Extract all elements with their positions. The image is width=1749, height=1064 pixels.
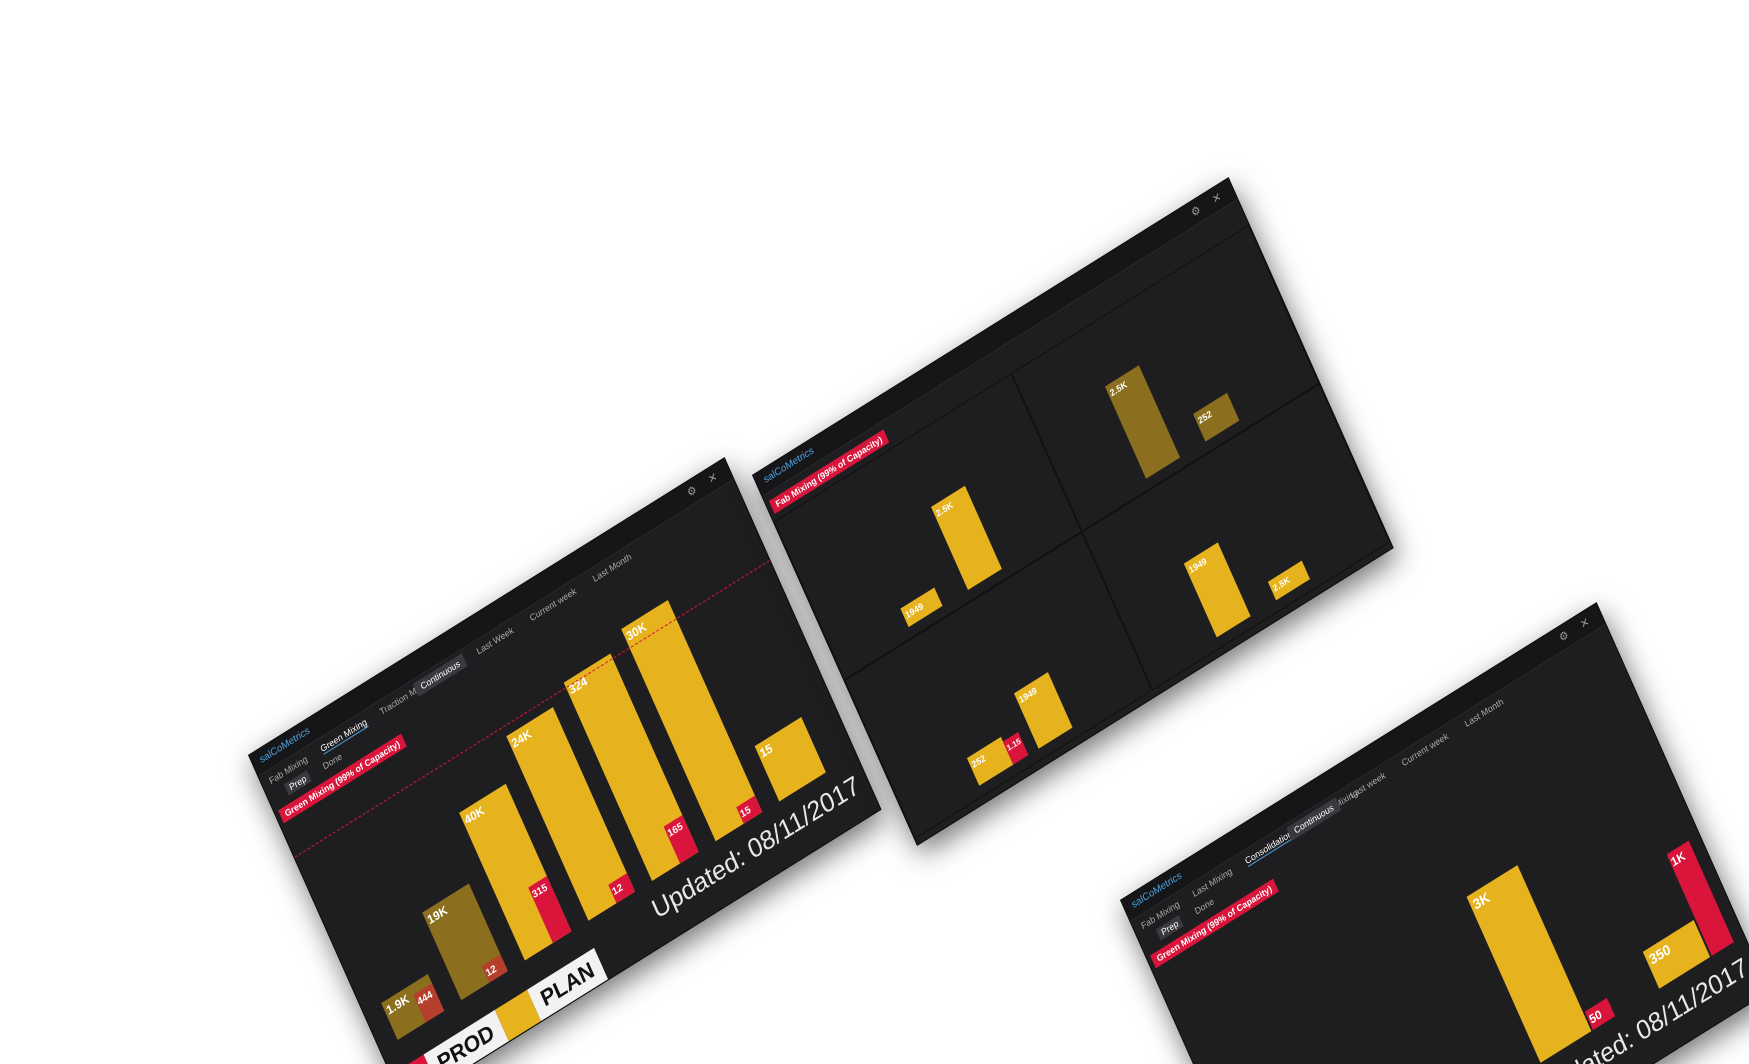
prod-bar-label: 12 [611,882,625,898]
prod-bar [1584,997,1616,1031]
prod-bar [1002,731,1029,765]
window-controls[interactable]: ⚙ ✕ [685,467,725,500]
plan-bar [966,736,1014,786]
plan-bar [754,717,826,802]
plan-bar [1013,672,1073,749]
prod-bar-label: 50 [1587,1007,1604,1027]
window-controls[interactable]: ⚙ ✕ [1557,612,1597,645]
dashboard-window-green-mixing: salCoMetrics ⚙ ✕ Fab Mixing Green Mixing… [248,457,882,1064]
grid-quadrant-1: 1949 2.5K [773,373,1082,681]
plan-bar [506,707,636,921]
grid-quadrant-2: 2.5K 252 [1011,224,1320,532]
dashboard-window-consolidation: salCoMetrics ⚙ ✕ Fab Mixing Last Mixing … [1120,602,1749,1064]
dashboard-window-fab-mixing-grid: salCoMetrics ⚙ ✕ Fab Mixing (99% of Capa… [752,177,1394,846]
plan-bar [1642,920,1711,989]
prod-bar [663,814,699,864]
plan-bar [563,653,699,882]
prod-bar [736,795,763,824]
plan-bar [621,599,763,842]
plan-bar [931,485,1002,591]
plan-bar-label: 15 [758,741,775,761]
plan-bar [900,587,943,628]
prod-bar [481,954,508,983]
plan-bar [1466,865,1592,1063]
plan-bar [1267,560,1311,601]
prod-bar [528,876,572,944]
prod-bar-label: 12 [484,963,498,979]
production-bar-chart: 6953707522523K503501K [1466,840,1734,1063]
grid-quadrant-3: 252 1949 1.15 [844,531,1153,839]
plan-bar [1183,542,1251,638]
prod-bar [608,873,636,904]
plan-bar [1193,392,1240,442]
prod-bar [1666,840,1734,956]
plan-bar [422,883,508,1001]
plan-bar [1104,365,1180,479]
grid-quadrant-4: 1949 2.5K [1081,383,1390,691]
prod-bar-label: 15 [739,804,753,820]
prod-bar [413,983,445,1023]
window-controls[interactable]: ⚙ ✕ [1189,187,1229,220]
